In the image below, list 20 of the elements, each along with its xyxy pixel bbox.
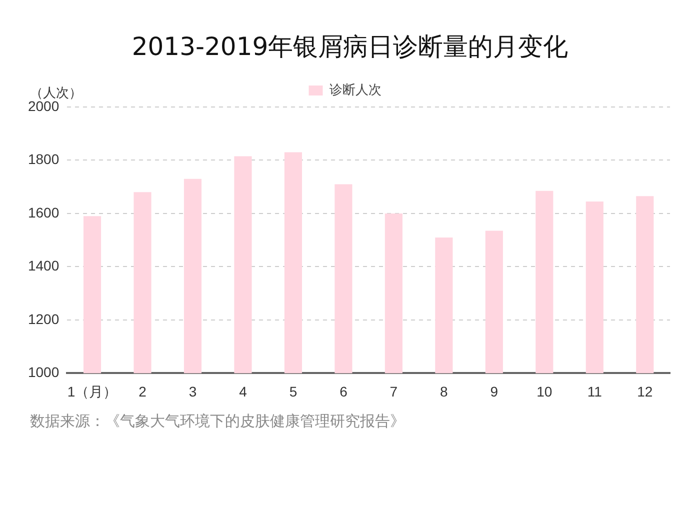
y-tick-label: 1200: [28, 310, 60, 327]
y-tick-label: 1000: [28, 364, 60, 380]
x-tick-label: 12: [637, 383, 653, 400]
x-tick-label: 3: [188, 383, 197, 400]
y-tick-label: 1600: [28, 204, 60, 220]
x-tick-label: 5: [289, 383, 298, 400]
x-tick-label: 9: [490, 383, 498, 400]
y-tick-label: 1400: [28, 258, 60, 274]
source-note: 数据来源：《气象大气环境下的皮肤健康管理研究报告》: [30, 412, 405, 431]
x-tick-label: 11: [587, 383, 602, 400]
x-tick-label: 6: [340, 383, 348, 400]
x-tick-label: 4: [239, 383, 248, 400]
y-tick-label: 1800: [28, 151, 60, 168]
x-tick-label: 2: [138, 383, 147, 400]
x-tick-label: 7: [390, 383, 398, 400]
legend-label: 诊断人次: [329, 82, 382, 98]
chart-title: 2013-2019年银屑病日诊断量的月变化: [130, 31, 570, 63]
x-tick-label: 1（月）: [67, 383, 118, 400]
x-tick-label: 10: [536, 383, 552, 400]
x-tick-label: 8: [440, 383, 448, 400]
